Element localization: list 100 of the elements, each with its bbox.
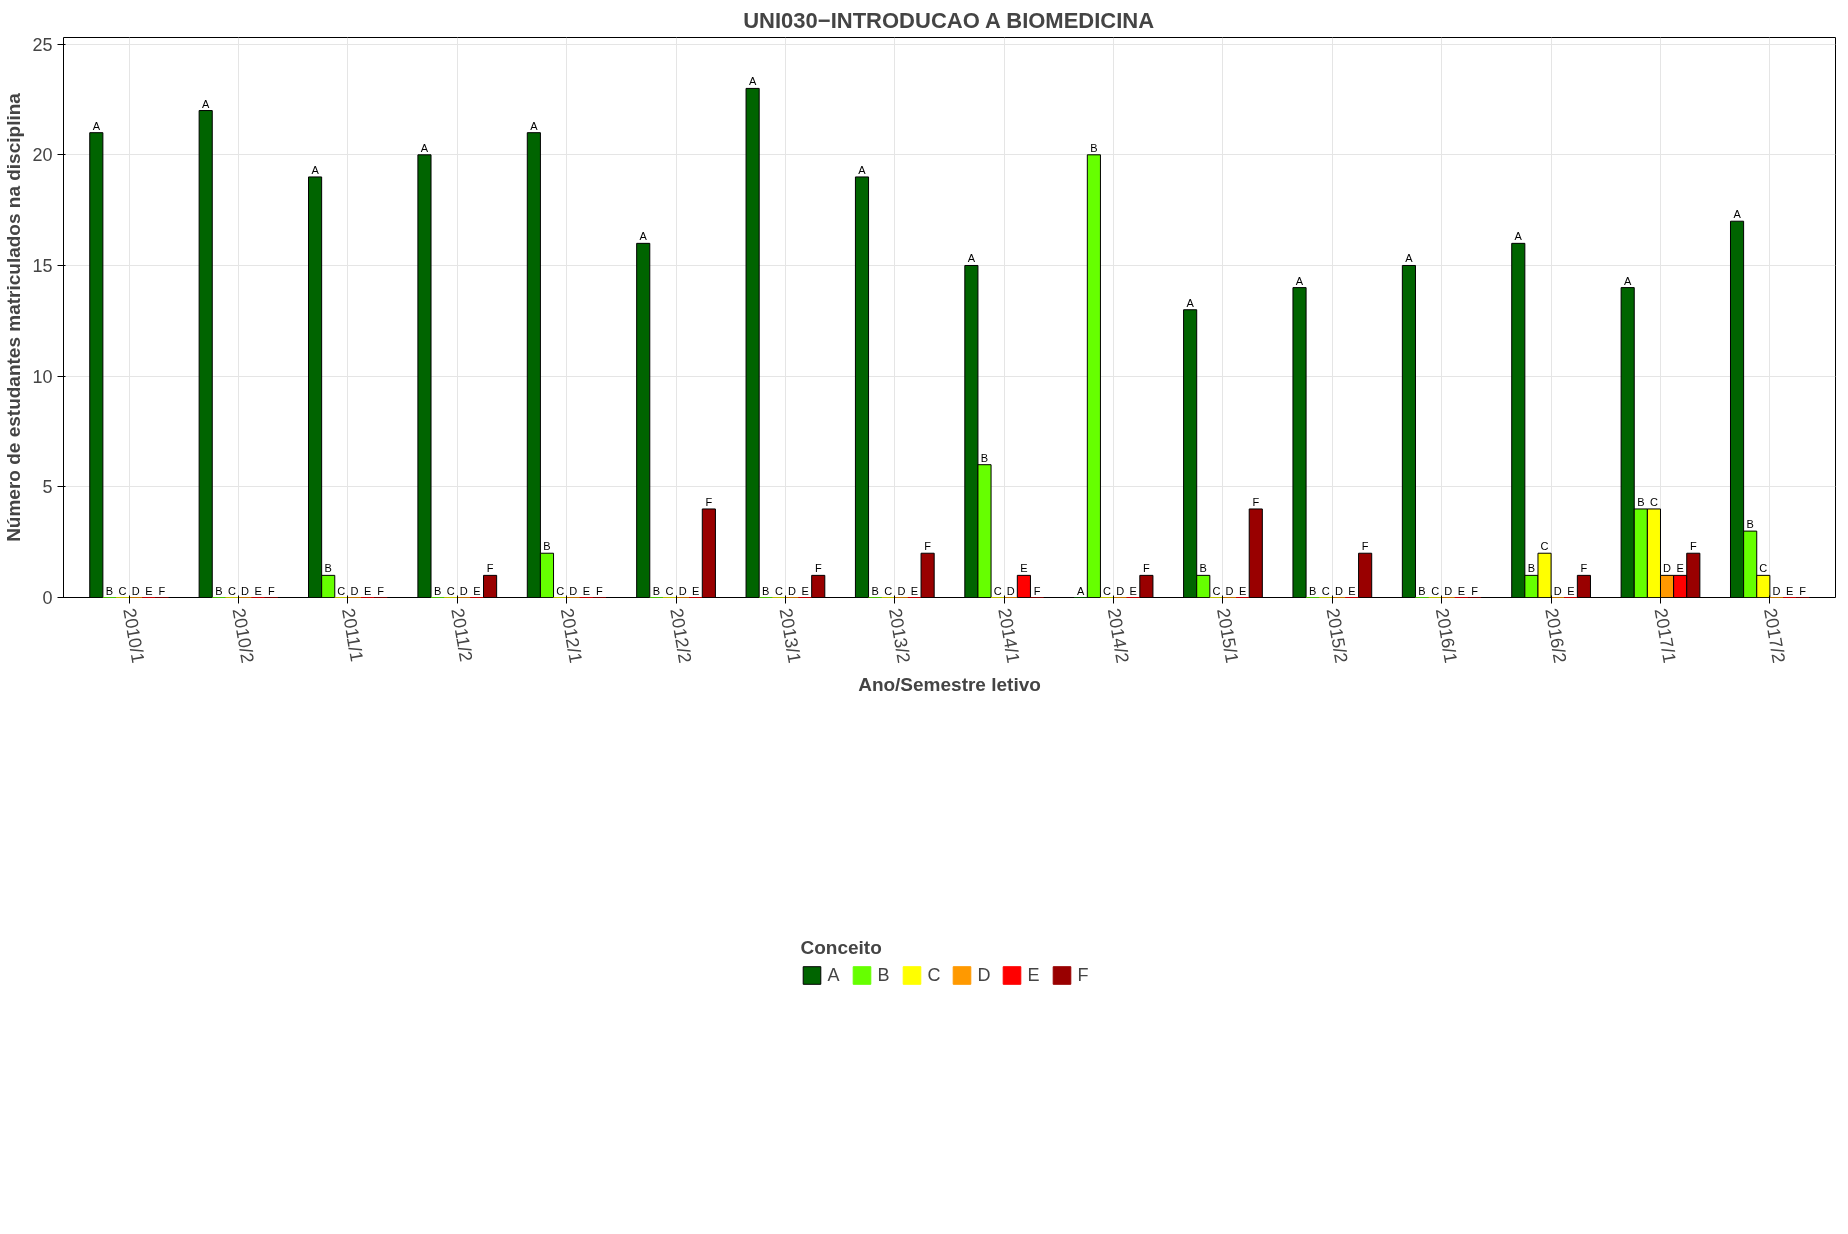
data-label: F	[486, 562, 494, 575]
data-label: E	[1567, 584, 1575, 597]
y-tick-label: 15	[32, 255, 53, 276]
data-label: A	[639, 230, 648, 243]
data-label: E	[254, 584, 262, 597]
data-label: C	[1649, 495, 1658, 508]
data-label: F	[158, 584, 166, 597]
y-tick-label: 25	[32, 34, 53, 55]
data-label: C	[227, 584, 236, 597]
x-tick-label: 2016/2	[1541, 606, 1571, 665]
data-label: D	[1225, 584, 1234, 597]
data-label: E	[801, 584, 809, 597]
data-label: A	[1295, 274, 1304, 287]
data-label: C	[665, 584, 674, 597]
data-label: A	[1405, 252, 1414, 265]
data-label: E	[1348, 584, 1356, 597]
data-label: A	[1077, 584, 1086, 597]
data-label: F	[267, 584, 275, 597]
data-label: D	[788, 584, 797, 597]
x-tick-label: 2016/1	[1431, 606, 1461, 665]
data-label: F	[377, 584, 385, 597]
data-label: C	[1103, 584, 1112, 597]
x-tick-label: 2012/2	[666, 606, 696, 665]
data-label: E	[473, 584, 481, 597]
data-label: C	[1759, 562, 1768, 575]
data-label: F	[814, 562, 822, 575]
x-tick-label: 2017/1	[1650, 606, 1680, 665]
data-label: D	[1116, 584, 1125, 597]
data-label: C	[1212, 584, 1221, 597]
data-label: C	[118, 584, 127, 597]
x-tick-label: 2012/1	[556, 606, 586, 665]
x-tick-label: 2013/2	[884, 606, 915, 665]
data-label: A	[1733, 208, 1742, 221]
x-tick-label: 2011/2	[447, 606, 477, 664]
data-label: F	[924, 540, 932, 553]
data-label: C	[337, 584, 346, 597]
data-label: F	[1252, 495, 1260, 508]
legend-label: B	[877, 964, 891, 986]
y-axis-title: Número de estudantes matriculados na disciplina	[3, 92, 25, 542]
data-label: C	[993, 584, 1002, 597]
data-label: B	[543, 540, 551, 553]
data-label: E	[1676, 562, 1684, 575]
data-label: F	[1033, 584, 1041, 597]
data-label: B	[1308, 584, 1317, 597]
x-tick-label: 2010/2	[228, 606, 258, 665]
x-tick-label: 2010/1	[119, 606, 149, 665]
x-axis-title: Ano/Semestre letivo	[858, 674, 1041, 696]
data-label: E	[692, 584, 700, 597]
data-label: A	[92, 119, 101, 132]
data-label: D	[1772, 584, 1781, 597]
data-label: E	[1020, 562, 1028, 575]
data-label: C	[1321, 584, 1330, 597]
data-label: D	[897, 584, 906, 597]
data-label: D	[350, 584, 359, 597]
data-label: E	[1129, 584, 1137, 597]
data-label: D	[678, 584, 687, 597]
legend-label: A	[827, 964, 841, 986]
data-label: D	[1006, 584, 1015, 597]
data-label: E	[1457, 584, 1466, 597]
data-label: F	[1143, 562, 1151, 575]
data-label: B	[871, 584, 879, 597]
legend-title: Conceito	[800, 937, 883, 959]
y-tick-label: 0	[42, 588, 53, 608]
data-label: F	[1799, 584, 1807, 597]
x-tick-label: 2015/2	[1322, 606, 1352, 665]
data-label: F	[1580, 562, 1588, 575]
data-label: D	[1553, 584, 1562, 597]
x-tick-label: 2011/1	[338, 606, 367, 664]
data-label: A	[530, 119, 539, 132]
data-label: A	[1624, 274, 1632, 287]
data-label: C	[556, 584, 565, 597]
data-label: F	[1689, 540, 1697, 553]
data-label: C	[1431, 584, 1440, 597]
data-label: C	[774, 584, 783, 597]
data-label: B	[105, 584, 114, 597]
data-label: E	[145, 584, 153, 597]
data-label: B	[762, 584, 770, 597]
x-tick-label: 2017/2	[1760, 606, 1790, 665]
data-label: B	[1746, 518, 1754, 531]
data-label: C	[446, 584, 455, 597]
data-label: A	[1514, 230, 1523, 243]
x-tick-label: 2013/1	[775, 606, 805, 665]
chart-title: UNI030−INTRODUCAO A BIOMEDICINA	[743, 7, 1155, 33]
data-label: E	[910, 584, 919, 597]
data-label: E	[1238, 584, 1247, 597]
y-tick-label: 20	[32, 145, 53, 166]
data-label: B	[215, 584, 223, 597]
data-label: E	[363, 584, 372, 597]
legend-label: D	[977, 964, 992, 986]
data-label: B	[1418, 584, 1426, 597]
data-label: A	[202, 97, 211, 110]
data-label: A	[420, 141, 429, 154]
data-label: F	[705, 495, 713, 508]
x-tick-label: 2015/1	[1213, 606, 1243, 665]
data-label: B	[1527, 562, 1536, 575]
data-label: E	[582, 584, 591, 597]
data-label: E	[1785, 584, 1794, 597]
data-label: C	[1540, 540, 1549, 553]
data-label: B	[1090, 141, 1098, 154]
data-label: F	[1471, 584, 1479, 597]
